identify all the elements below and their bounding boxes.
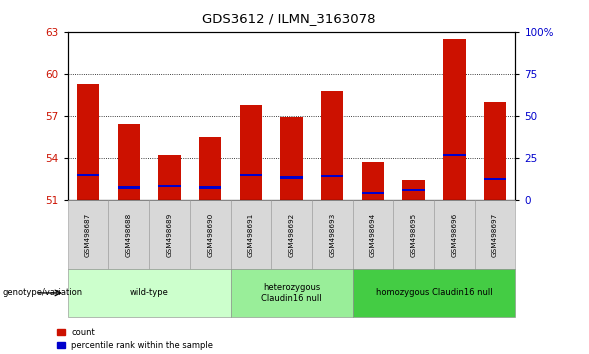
Text: wild-type: wild-type xyxy=(130,289,168,297)
Bar xyxy=(240,173,262,176)
Text: GSM498687: GSM498687 xyxy=(85,212,91,257)
Bar xyxy=(402,181,425,200)
Bar xyxy=(199,186,221,189)
Bar xyxy=(321,175,343,177)
Bar xyxy=(443,39,465,200)
Text: genotype/variation: genotype/variation xyxy=(3,289,83,297)
Bar xyxy=(362,162,384,200)
Text: GSM498693: GSM498693 xyxy=(329,212,335,257)
Bar xyxy=(77,84,100,200)
Legend: count, percentile rank within the sample: count, percentile rank within the sample xyxy=(57,328,213,350)
Text: GSM498691: GSM498691 xyxy=(248,212,254,257)
Bar xyxy=(240,105,262,200)
Bar xyxy=(402,189,425,192)
Text: GSM498688: GSM498688 xyxy=(126,212,132,257)
Text: GSM498692: GSM498692 xyxy=(289,212,294,257)
Text: GSM498690: GSM498690 xyxy=(207,212,213,257)
Bar xyxy=(321,91,343,200)
Text: heterozygous
Claudin16 null: heterozygous Claudin16 null xyxy=(262,283,322,303)
Bar xyxy=(158,155,181,200)
Bar xyxy=(484,178,506,180)
Text: GSM498694: GSM498694 xyxy=(370,212,376,257)
Bar xyxy=(280,176,303,179)
Bar xyxy=(118,124,140,200)
Text: homozygous Claudin16 null: homozygous Claudin16 null xyxy=(376,289,492,297)
Bar xyxy=(118,186,140,189)
Bar xyxy=(158,185,181,187)
Bar xyxy=(362,192,384,194)
Bar xyxy=(443,154,465,156)
Bar xyxy=(77,173,100,176)
Text: GDS3612 / ILMN_3163078: GDS3612 / ILMN_3163078 xyxy=(202,12,375,25)
Text: GSM498696: GSM498696 xyxy=(451,212,457,257)
Bar xyxy=(280,117,303,200)
Text: GSM498697: GSM498697 xyxy=(492,212,498,257)
Bar xyxy=(199,137,221,200)
Bar xyxy=(484,102,506,200)
Text: GSM498695: GSM498695 xyxy=(411,212,416,257)
Text: GSM498689: GSM498689 xyxy=(167,212,173,257)
